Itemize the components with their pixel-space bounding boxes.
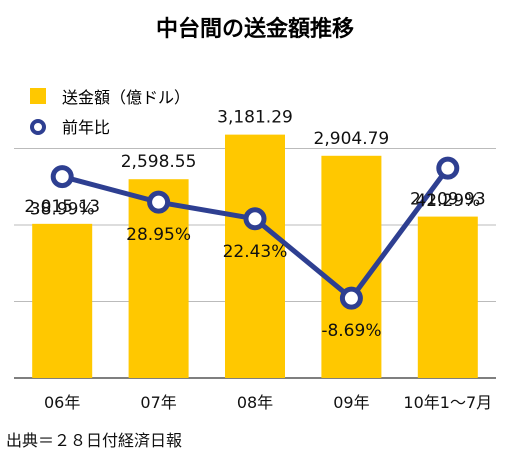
legend-bar-label: 送金額（億ドル） — [62, 88, 190, 107]
x-tick-label: 09年 — [333, 393, 369, 412]
bar-value-label: 2,904.79 — [314, 129, 390, 149]
bar-value-label: 2,015.13 — [24, 197, 100, 217]
bar-06年 — [32, 223, 93, 378]
yoy-value-label: -8.69% — [321, 321, 381, 341]
legend: 送金額（億ドル） 前年比 — [30, 88, 190, 137]
yoy-value-label: 28.95% — [126, 225, 191, 245]
bars — [32, 134, 478, 378]
legend-bar-swatch — [30, 88, 46, 104]
source-note: 出典＝２８日付経済日報 — [6, 431, 182, 450]
x-tick-label: 10年1〜7月 — [403, 393, 492, 412]
bar-09年 — [321, 155, 382, 378]
x-tick-label: 06年 — [44, 393, 80, 412]
yoy-line — [50, 156, 460, 310]
x-axis-labels: 06年 07年 08年 09年 10年1〜7月 — [44, 393, 492, 412]
yoy-value-label: 22.43% — [223, 242, 288, 262]
yoy-labels: 38.99% 28.95% 22.43% -8.69% 42.29% — [30, 191, 480, 341]
chart-title: 中台間の送金額推移 — [156, 16, 354, 42]
bar-value-label: 3,181.29 — [217, 108, 293, 128]
bar-08年 — [225, 134, 285, 378]
legend-line-label: 前年比 — [62, 118, 110, 137]
x-tick-label: 08年 — [237, 393, 273, 412]
x-tick-label: 07年 — [140, 393, 176, 412]
yoy-value-label: 38.99% — [30, 200, 95, 220]
yoy-point — [50, 165, 74, 189]
yoy-point — [339, 286, 363, 310]
yoy-value-label: 42.29% — [415, 191, 480, 211]
legend-line-marker — [30, 119, 46, 135]
yoy-point — [243, 207, 267, 231]
bar-value-label: 2,598.55 — [121, 152, 197, 172]
yoy-point — [147, 190, 171, 214]
yoy-point — [436, 156, 460, 180]
bar-10年1〜7月 — [417, 216, 478, 378]
